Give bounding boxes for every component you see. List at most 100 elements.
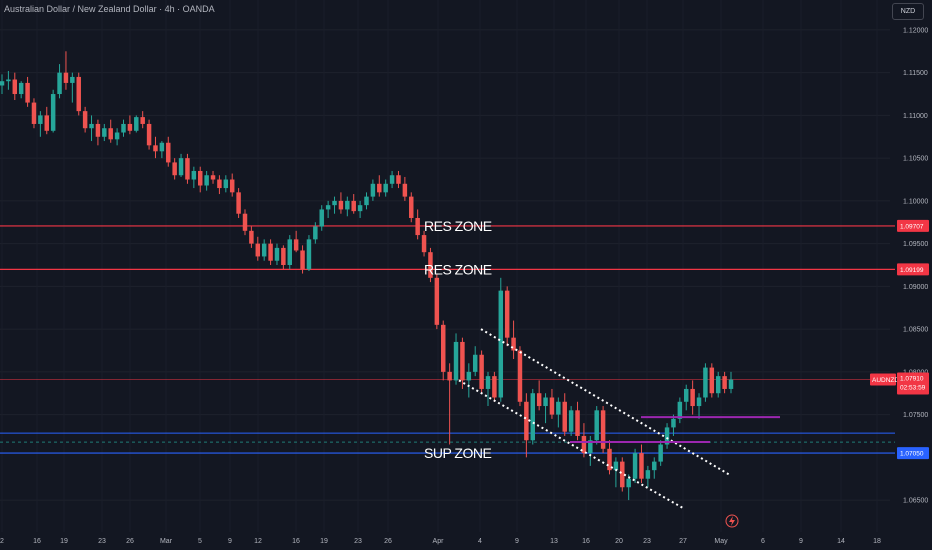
candle-body bbox=[236, 192, 241, 214]
candle-body bbox=[504, 290, 510, 338]
y-tick-label: 1.09000 bbox=[903, 284, 928, 291]
candle-body bbox=[281, 247, 286, 265]
candle-body bbox=[364, 196, 369, 206]
candle-body bbox=[313, 226, 318, 240]
candle-body bbox=[652, 461, 657, 471]
candle-body bbox=[645, 470, 651, 479]
candle-body bbox=[44, 115, 50, 131]
candle-body bbox=[415, 217, 420, 236]
y-tick-label: 1.06500 bbox=[903, 498, 928, 505]
candle-body bbox=[345, 200, 350, 210]
x-tick-label: 9 bbox=[228, 538, 232, 545]
candle-body bbox=[166, 142, 171, 163]
candle-body bbox=[626, 478, 631, 488]
candle-body bbox=[620, 461, 625, 488]
y-tick-label: 1.09500 bbox=[903, 241, 928, 248]
candle-body bbox=[498, 290, 504, 398]
candle-body bbox=[543, 397, 548, 407]
x-tick-label: 16 bbox=[33, 538, 41, 545]
candle-body bbox=[428, 252, 433, 278]
candle-body bbox=[530, 393, 536, 441]
candle-body bbox=[671, 418, 676, 428]
candle-body bbox=[204, 175, 209, 186]
candle-body bbox=[728, 379, 734, 389]
candle-body bbox=[89, 123, 94, 129]
x-tick-label: 12 bbox=[254, 538, 262, 545]
candle-body bbox=[274, 247, 280, 261]
candle-body bbox=[140, 117, 145, 124]
candle-body bbox=[12, 79, 18, 95]
x-tick-label: May bbox=[714, 538, 728, 545]
x-tick-label: 23 bbox=[354, 538, 362, 545]
candle-body bbox=[447, 371, 452, 381]
candle-body bbox=[191, 170, 197, 180]
candle-body bbox=[319, 209, 324, 227]
candle-body bbox=[715, 376, 721, 394]
x-tick-label: 18 bbox=[873, 538, 881, 545]
candle-body bbox=[466, 371, 472, 381]
symbol-tag bbox=[870, 373, 896, 386]
candle-body bbox=[396, 175, 401, 184]
candle-body bbox=[300, 250, 305, 270]
candle-body bbox=[95, 123, 101, 137]
candle-body bbox=[549, 397, 555, 415]
candlestick-series bbox=[0, 51, 734, 501]
candle-body bbox=[255, 243, 261, 257]
x-tick-label: 19 bbox=[60, 538, 68, 545]
candle-body bbox=[242, 213, 248, 231]
candle-body bbox=[409, 196, 414, 218]
candle-body bbox=[460, 341, 465, 381]
symbol-tag-label: AUDNZD bbox=[872, 377, 899, 384]
candle-body bbox=[76, 76, 81, 112]
candle-body bbox=[632, 453, 638, 479]
level-tag-label: 1.09707 bbox=[900, 223, 924, 230]
x-tick-label: Mar bbox=[160, 538, 173, 545]
candle-body bbox=[658, 444, 663, 462]
candle-body bbox=[690, 388, 695, 407]
x-tick-label: 27 bbox=[679, 538, 687, 545]
candle-body bbox=[402, 183, 408, 197]
candle-body bbox=[114, 132, 120, 140]
candle-body bbox=[421, 235, 427, 253]
level-tag-label: 1.07050 bbox=[900, 451, 924, 458]
candle-body bbox=[6, 79, 11, 82]
candle-body bbox=[613, 461, 619, 471]
candle-body bbox=[370, 183, 376, 197]
x-tick-label: 4 bbox=[478, 538, 482, 545]
candle-body bbox=[511, 337, 516, 351]
candle-body bbox=[472, 354, 478, 372]
candle-body bbox=[18, 82, 24, 95]
zone-label: RES ZONE bbox=[424, 218, 492, 234]
x-tick-label: 9 bbox=[799, 538, 803, 545]
candle-body bbox=[108, 128, 113, 140]
candle-body bbox=[159, 142, 165, 152]
candle-body bbox=[492, 376, 497, 398]
candle-body bbox=[556, 401, 561, 415]
x-tick-label: 6 bbox=[761, 538, 765, 545]
candle-body bbox=[562, 401, 567, 432]
candle-body bbox=[102, 128, 107, 137]
candle-body bbox=[607, 448, 612, 471]
candle-body bbox=[82, 111, 88, 129]
lightning-icon-glyph bbox=[729, 516, 735, 526]
candle-body bbox=[268, 243, 273, 261]
candle-body bbox=[703, 367, 708, 398]
candle-body bbox=[453, 341, 459, 381]
candle-body bbox=[581, 435, 587, 454]
candle-body bbox=[229, 179, 235, 193]
candle-body bbox=[306, 239, 312, 270]
price-tag-value: 1.07910 bbox=[900, 376, 924, 383]
drawing-overlays: RES ZONE RES ZONE SUP ZONE bbox=[424, 218, 780, 528]
channel-lower-line bbox=[458, 379, 685, 510]
candle-body bbox=[178, 158, 184, 176]
candle-body bbox=[50, 94, 56, 131]
currency-button[interactable]: NZD bbox=[892, 3, 924, 20]
candle-body bbox=[696, 397, 702, 407]
x-tick-label: 23 bbox=[98, 538, 106, 545]
candle-body bbox=[217, 179, 222, 189]
candle-body bbox=[377, 183, 382, 193]
x-tick-label: 9 bbox=[515, 538, 519, 545]
candle-body bbox=[677, 401, 683, 419]
candle-body bbox=[223, 179, 229, 189]
